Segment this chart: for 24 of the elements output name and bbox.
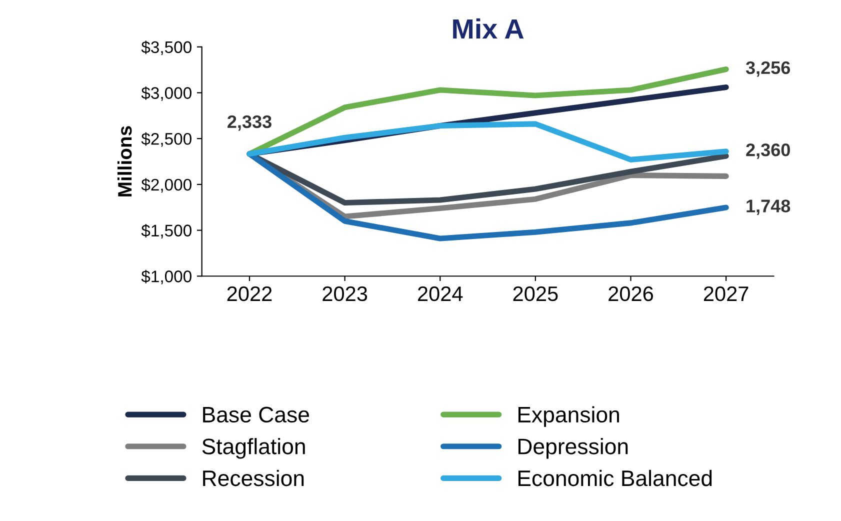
y-tick-label: $1,000 <box>141 270 192 284</box>
y-tick-label: $2,000 <box>141 178 192 193</box>
legend-label: Expansion <box>518 406 619 427</box>
y-tick-label: $3,500 <box>141 40 192 56</box>
legend-label: Recession <box>203 470 304 486</box>
y-axis-title: Millions <box>117 126 132 196</box>
legend-label: Economic Balanced <box>518 470 712 486</box>
data-label: 2,333 <box>228 115 272 131</box>
y-tick-label: $3,000 <box>141 86 192 101</box>
x-tick-label: 2026 <box>608 286 654 302</box>
data-label: 3,256 <box>746 61 790 77</box>
legend-label: Depression <box>518 438 628 459</box>
x-tick-label: 2024 <box>418 286 463 302</box>
chart-title: Mix A <box>453 18 524 39</box>
y-tick-label: $2,500 <box>141 132 192 147</box>
data-label: 2,360 <box>746 143 790 159</box>
x-tick-label: 2025 <box>513 286 558 302</box>
data-label: 1,748 <box>746 200 790 216</box>
x-tick-label: 2027 <box>704 286 748 302</box>
y-tick-label: $1,500 <box>141 224 192 238</box>
x-tick-label: 2023 <box>322 286 368 302</box>
legend-label: Stagflation <box>202 438 305 459</box>
x-tick-label: 2022 <box>227 286 272 302</box>
legend-label: Base Case <box>203 406 309 423</box>
